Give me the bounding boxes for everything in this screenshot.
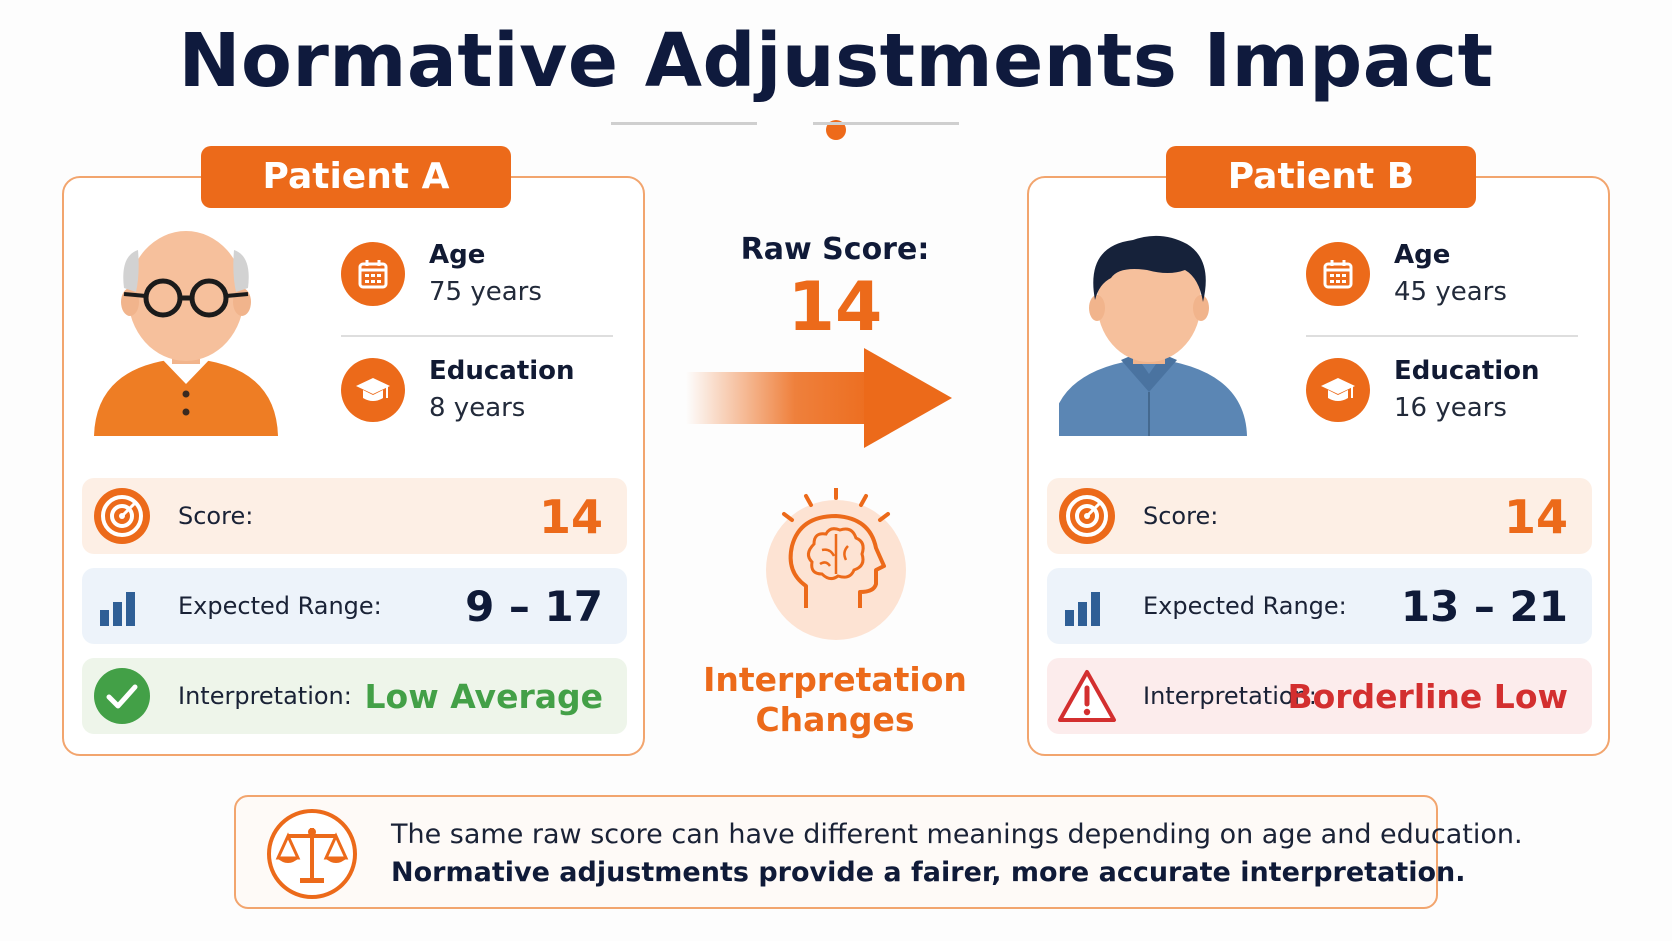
patient-b-education: Education 16 years [1306, 346, 1586, 446]
patient-a-range-row: Expected Range: 9 – 17 [82, 568, 627, 644]
warning-triangle-icon [1057, 666, 1117, 726]
interpretation-value: Low Average [364, 677, 603, 716]
patient-b-card: Patient B Age 45 years Education 16 year… [1027, 146, 1610, 756]
calendar-icon [341, 242, 405, 306]
title-divider-left [611, 122, 757, 125]
education-label: Education [429, 356, 575, 386]
change-text-line1: Interpretation [703, 660, 967, 699]
age-value: 45 years [1394, 277, 1507, 307]
age-label: Age [429, 240, 486, 270]
summary-note: The same raw score can have different me… [234, 795, 1523, 909]
calendar-icon [1306, 242, 1370, 306]
brain-head-icon [766, 488, 906, 640]
target-icon [92, 486, 152, 546]
patient-b-range-row: Expected Range: 13 – 21 [1047, 568, 1592, 644]
education-value: 16 years [1394, 393, 1507, 423]
balance-scale-icon [267, 809, 357, 899]
patient-a-age: Age 75 years [341, 230, 621, 330]
note-line-2: Normative adjustments provide a fairer, … [391, 857, 1466, 888]
info-separator [341, 335, 613, 337]
interpretation-label: Interpretation: [178, 682, 352, 710]
age-value: 75 years [429, 277, 542, 307]
title-divider-right [813, 122, 959, 125]
change-text-line2: Changes [755, 700, 915, 739]
patient-b-interpretation-row: Interpretation: Borderline Low [1047, 658, 1592, 734]
note-line-1: The same raw score can have different me… [391, 819, 1523, 850]
education-value: 8 years [429, 393, 526, 423]
check-circle-icon [92, 666, 152, 726]
score-label: Score: [1143, 502, 1219, 530]
interpretation-changes-text: Interpretation Changes [690, 660, 980, 740]
education-label: Education [1394, 356, 1540, 386]
range-value: 9 – 17 [465, 582, 603, 631]
range-value: 13 – 21 [1400, 582, 1568, 631]
interpretation-value: Borderline Low [1287, 677, 1568, 716]
raw-score-label: Raw Score: [740, 232, 930, 267]
patient-b-age: Age 45 years [1306, 230, 1586, 330]
patient-a-card: Patient A Age 75 years Education 8 years [62, 146, 645, 756]
info-separator [1306, 335, 1578, 337]
patient-b-header: Patient B [1166, 146, 1476, 208]
patient-a-interpretation-row: Interpretation: Low Average [82, 658, 627, 734]
elderly-man-avatar [94, 231, 278, 436]
score-label: Score: [178, 502, 254, 530]
right-arrow-icon [686, 348, 952, 448]
range-label: Expected Range: [178, 592, 382, 620]
bar-chart-icon [92, 576, 152, 636]
graduation-cap-icon [341, 358, 405, 422]
range-label: Expected Range: [1143, 592, 1347, 620]
interpretation-label: Interpretation: [1143, 682, 1317, 710]
title-divider-dot [826, 120, 846, 140]
graduation-cap-icon [1306, 358, 1370, 422]
age-label: Age [1394, 240, 1451, 270]
score-value: 14 [1503, 490, 1568, 544]
younger-man-avatar [1059, 235, 1247, 436]
target-icon [1057, 486, 1117, 546]
bar-chart-icon [1057, 576, 1117, 636]
patient-a-education: Education 8 years [341, 346, 621, 446]
patient-b-score-row: Score: 14 [1047, 478, 1592, 554]
patient-a-score-row: Score: 14 [82, 478, 627, 554]
score-value: 14 [538, 490, 603, 544]
raw-score-value: 14 [787, 268, 883, 347]
patient-a-header: Patient A [201, 146, 511, 208]
page-title: Normative Adjustments Impact [178, 18, 1494, 104]
